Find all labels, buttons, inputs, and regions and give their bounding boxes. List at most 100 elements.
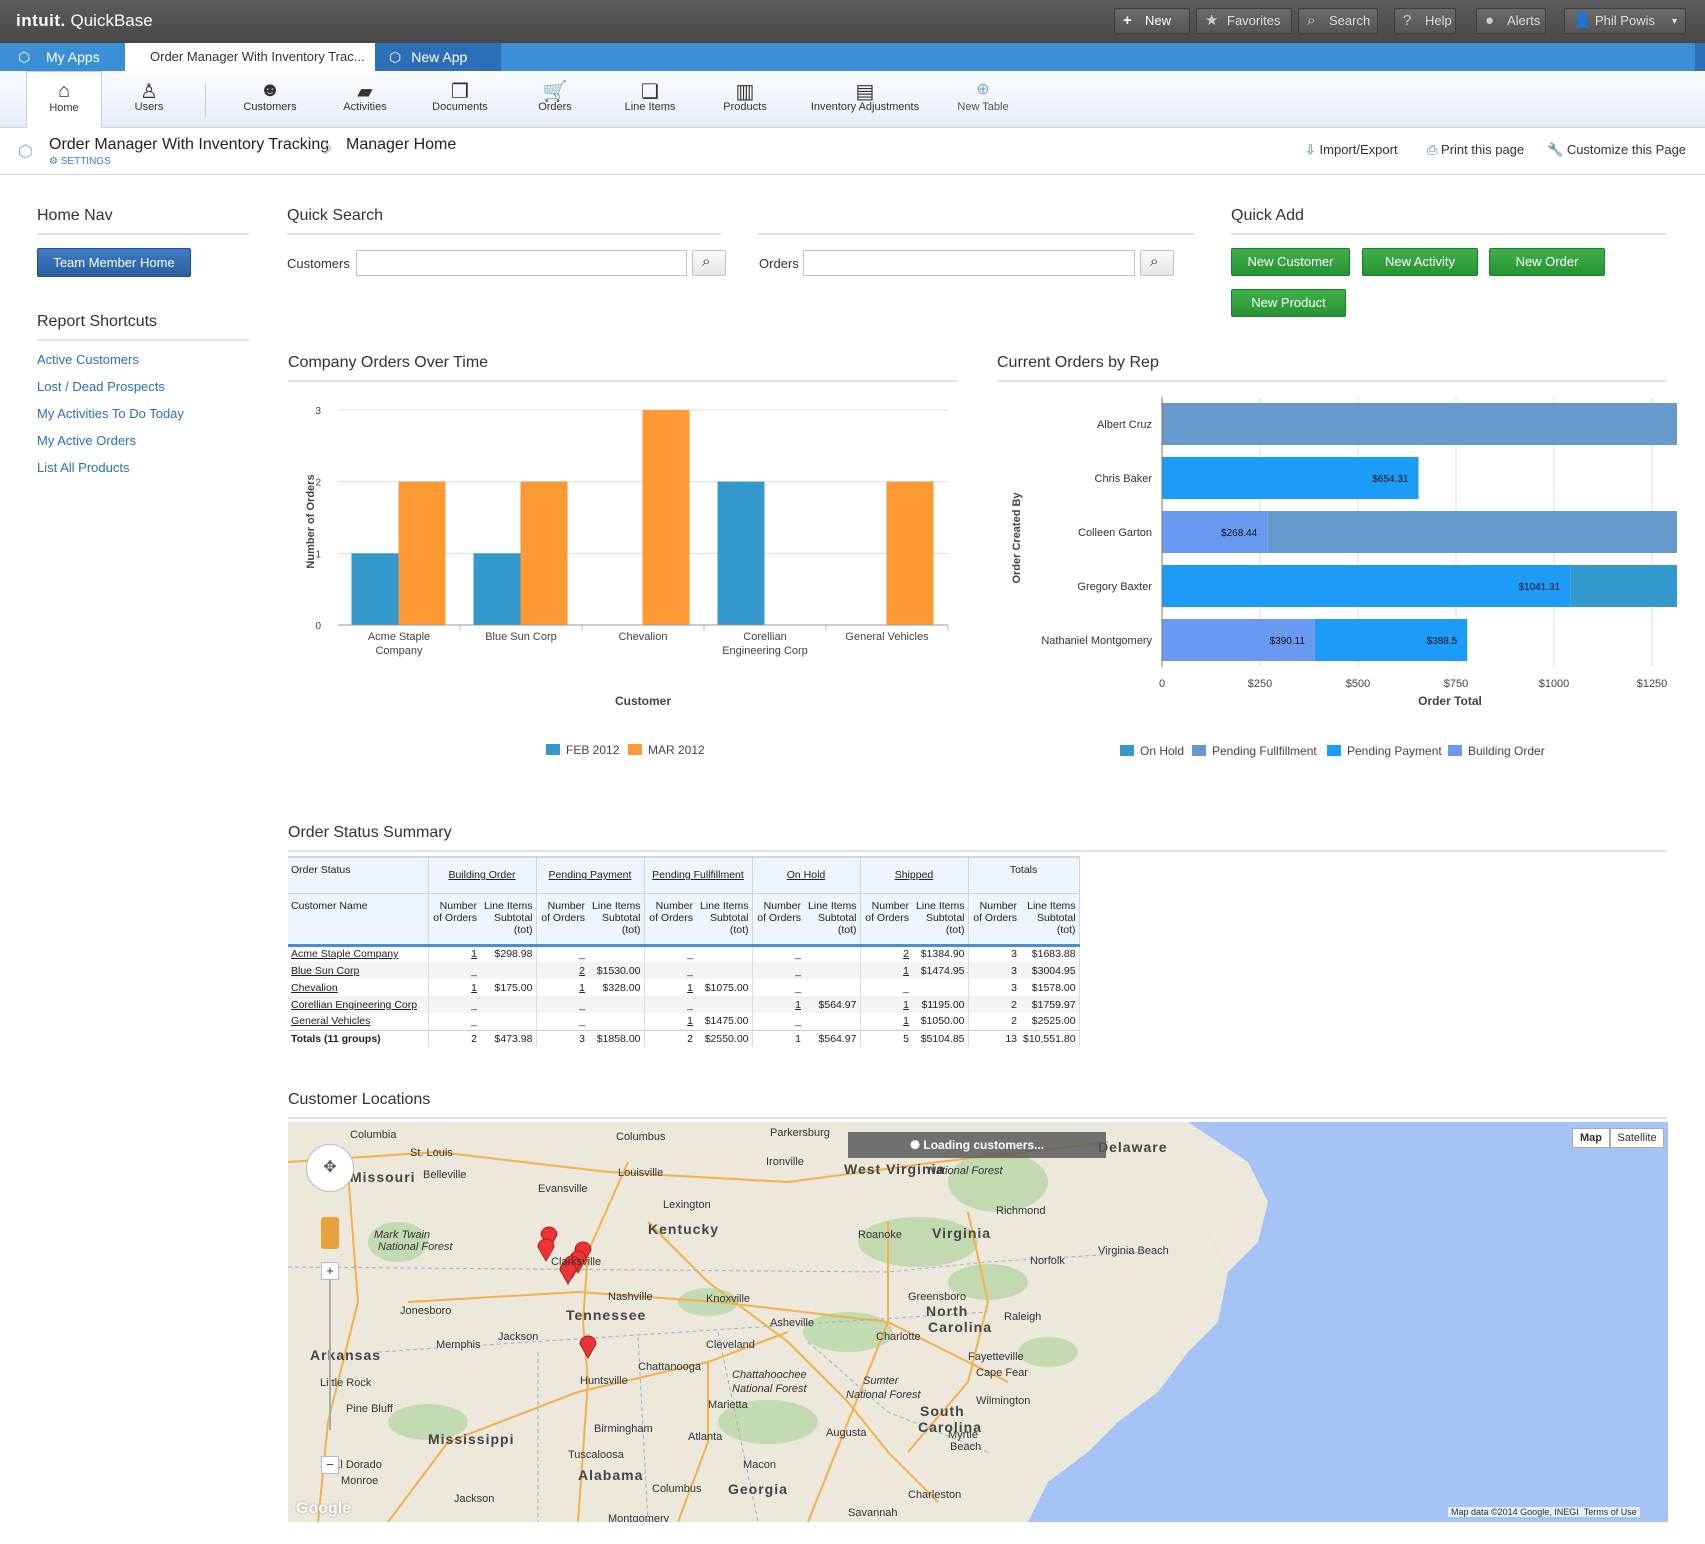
- breadcrumb-app[interactable]: Order Manager With Inventory Tracking: [49, 136, 330, 153]
- map-pin[interactable]: [537, 1238, 555, 1263]
- shortcut-active-customers[interactable]: Active Customers: [37, 352, 139, 367]
- map-pin[interactable]: [540, 1226, 558, 1251]
- group-pending-fulfillment[interactable]: Pending Fullfillment: [643, 856, 752, 893]
- customers-search-button[interactable]: ⌕: [692, 250, 726, 276]
- map-label: Norfolk: [1030, 1255, 1065, 1267]
- map-pin[interactable]: [559, 1261, 577, 1286]
- new-customer-button[interactable]: New Customer: [1231, 248, 1350, 276]
- current-app-tab[interactable]: Order Manager With Inventory Trac...: [125, 43, 375, 71]
- shortcut-lost-prospects[interactable]: Lost / Dead Prospects: [37, 379, 165, 394]
- table-cell: $328.00: [602, 981, 641, 994]
- table-cell[interactable]: 1: [427, 979, 480, 996]
- customers-search-input[interactable]: [356, 250, 687, 276]
- table-activities[interactable]: ▰ Activities: [330, 71, 400, 128]
- customer-name-cell[interactable]: Blue Sun Corp: [291, 964, 360, 977]
- table-cell[interactable]: 1: [643, 979, 696, 996]
- bar[interactable]: [886, 481, 934, 625]
- printer-icon: ⎙: [1427, 142, 1438, 157]
- zoom-in-button[interactable]: +: [321, 1262, 339, 1280]
- customer-name-cell[interactable]: Acme Staple Company: [291, 948, 399, 961]
- table-cell[interactable]: 2: [859, 945, 912, 962]
- help-button[interactable]: ? Help: [1394, 8, 1456, 34]
- legend-label: Building Order: [1468, 744, 1545, 758]
- terms-link[interactable]: Terms of Use: [1583, 1507, 1637, 1517]
- bar[interactable]: [520, 481, 568, 625]
- new-table[interactable]: ⊕ New Table: [944, 71, 1022, 128]
- zoom-slider[interactable]: [329, 1280, 331, 1430]
- table-users[interactable]: ♙ Users: [112, 71, 186, 128]
- map-label: Jackson: [454, 1493, 494, 1505]
- bar[interactable]: [398, 481, 446, 625]
- pegman-icon[interactable]: [321, 1217, 339, 1249]
- new-app-tab[interactable]: ⬡ New App: [375, 43, 501, 71]
- group-pending-payment[interactable]: Pending Payment: [535, 856, 644, 893]
- customer-name-cell[interactable]: Corellian Engineering Corp: [291, 998, 418, 1011]
- new-activity-button[interactable]: New Activity: [1362, 248, 1478, 276]
- table-customers[interactable]: ☻ Customers: [230, 71, 310, 128]
- table-cell: _: [643, 962, 696, 979]
- bar-segment[interactable]: [1162, 403, 1677, 445]
- new-product-button[interactable]: New Product: [1231, 289, 1346, 317]
- table-row: General Vehicles _ _ 1 $1475.00 _ 1 $1050.00 2 $2…: [288, 1013, 1080, 1030]
- table-cell[interactable]: 2: [535, 962, 588, 979]
- bar-segment[interactable]: [1162, 619, 1315, 661]
- customer-name-cell[interactable]: General Vehicles: [291, 1015, 371, 1028]
- bar-segment[interactable]: [1162, 565, 1571, 607]
- table-cell[interactable]: 1: [643, 1013, 696, 1030]
- table-cell[interactable]: 1: [535, 979, 588, 996]
- table-home[interactable]: ⌂ Home: [26, 71, 102, 128]
- table-cell[interactable]: 1: [427, 945, 480, 962]
- import-export-link[interactable]: ⇩ Import/Export: [1305, 142, 1398, 157]
- map-pin[interactable]: [579, 1335, 597, 1360]
- table-cell[interactable]: 1: [859, 962, 912, 979]
- settings-link[interactable]: ⚙ SETTINGS: [49, 156, 111, 167]
- new-button[interactable]: + New: [1114, 8, 1190, 34]
- orders-search-button[interactable]: ⌕: [1140, 250, 1174, 276]
- map-pins[interactable]: [537, 1226, 597, 1360]
- customer-name-cell[interactable]: Chevalion: [291, 981, 338, 994]
- group-shipped[interactable]: Shipped: [859, 856, 968, 893]
- wrench-icon: 🔧: [1547, 142, 1564, 157]
- bar-segment[interactable]: [1570, 565, 1677, 607]
- group-on-hold[interactable]: On Hold: [751, 856, 860, 893]
- shortcut-activities-today[interactable]: My Activities To Do Today: [37, 406, 184, 421]
- group-building-order[interactable]: Building Order: [427, 856, 536, 893]
- print-link[interactable]: ⎙ Print this page: [1427, 142, 1525, 157]
- bar[interactable]: [473, 553, 521, 625]
- my-apps-tab[interactable]: ⬡ My Apps: [18, 43, 118, 71]
- pan-control[interactable]: ✥: [306, 1144, 354, 1192]
- bar[interactable]: [351, 553, 399, 625]
- customize-link[interactable]: 🔧 Customize this Page: [1547, 142, 1687, 157]
- quickbase-logo[interactable]: intuit. QuickBase: [16, 11, 153, 30]
- user-menu[interactable]: 👤 Phil Powis ▼: [1564, 8, 1686, 34]
- table-orders[interactable]: 🛒 Orders: [520, 71, 590, 128]
- search-button[interactable]: ⌕ Search: [1298, 8, 1378, 34]
- table-cell[interactable]: 1: [859, 996, 912, 1013]
- table-products[interactable]: ▥ Products: [710, 71, 780, 128]
- favorites-button[interactable]: ★ Favorites: [1196, 8, 1292, 34]
- orders-search-input[interactable]: [803, 250, 1135, 276]
- x-tick-label: Engineering Corp: [722, 645, 808, 657]
- table-inventory-adjustments[interactable]: ▤ Inventory Adjustments: [800, 71, 930, 128]
- zoom-out-button[interactable]: −: [321, 1456, 339, 1474]
- bar-segment[interactable]: [1314, 619, 1468, 661]
- bar-segment[interactable]: [1267, 511, 1677, 553]
- shortcut-active-orders[interactable]: My Active Orders: [37, 433, 136, 448]
- map-type-map-button[interactable]: Map: [1572, 1128, 1610, 1148]
- bar[interactable]: [717, 481, 765, 625]
- bar[interactable]: [642, 410, 690, 625]
- table-cell[interactable]: 1: [859, 1013, 912, 1030]
- x-tick-label: Company: [375, 645, 423, 657]
- team-member-home-button[interactable]: Team Member Home: [37, 248, 191, 277]
- alerts-button[interactable]: ● Alerts: [1476, 8, 1546, 34]
- bar-segment[interactable]: [1162, 511, 1268, 553]
- table-line-items[interactable]: ❏ Line Items: [610, 71, 690, 128]
- table-cell[interactable]: 1: [751, 996, 804, 1013]
- table-documents[interactable]: ❐ Documents: [420, 71, 500, 128]
- new-order-button[interactable]: New Order: [1489, 248, 1605, 276]
- table-cell: $1474.95: [920, 964, 965, 977]
- customer-map[interactable]: Columbia St. Louis Belleville Columbus Parke…: [288, 1122, 1668, 1522]
- bar-segment[interactable]: [1162, 457, 1419, 499]
- shortcut-all-products[interactable]: List All Products: [37, 460, 130, 475]
- map-type-satellite-button[interactable]: Satellite: [1610, 1128, 1664, 1148]
